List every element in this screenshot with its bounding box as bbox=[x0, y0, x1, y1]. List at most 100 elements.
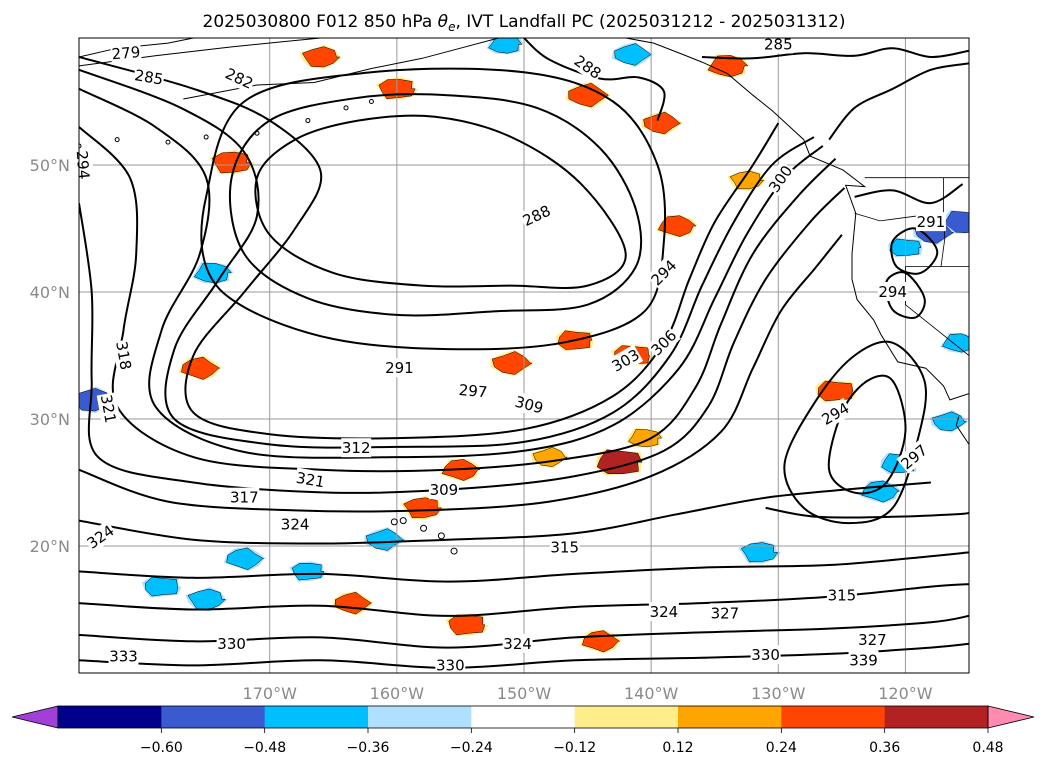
contour-label: 318 bbox=[112, 338, 136, 372]
colorbar-segment bbox=[678, 706, 782, 728]
shade-region bbox=[291, 563, 325, 581]
contour-label-text: 294 bbox=[878, 283, 907, 301]
colorbar-tick-label: 0.36 bbox=[869, 740, 900, 756]
contour-label-text: 324 bbox=[281, 515, 310, 533]
colorbar-tick-label: 0.48 bbox=[972, 740, 1003, 756]
contour-label: 285 bbox=[132, 64, 166, 89]
island bbox=[79, 143, 82, 149]
theta-subscript: e bbox=[448, 20, 455, 34]
latitude-tick-labels: 20°N 30°N 40°N 50°N bbox=[30, 156, 70, 556]
theta-e-contour bbox=[79, 583, 969, 617]
theta-e-contours bbox=[79, 38, 969, 669]
contour-label: 303 bbox=[607, 344, 644, 376]
island bbox=[399, 517, 407, 525]
contour-label: 291 bbox=[915, 212, 946, 232]
contour-label: 285 bbox=[763, 34, 794, 54]
colorbar-segment bbox=[574, 706, 679, 728]
contour-label-text: 315 bbox=[828, 587, 857, 605]
contour-label: 324 bbox=[280, 514, 311, 534]
contour-label: 315 bbox=[549, 537, 580, 557]
theta-e-contour bbox=[79, 551, 969, 583]
island bbox=[368, 99, 374, 104]
lat-tick-label: 20°N bbox=[30, 537, 70, 556]
theta-e-contour bbox=[229, 93, 643, 317]
contour-label-text: 330 bbox=[751, 646, 780, 664]
theta-e-contour bbox=[79, 68, 815, 449]
contour-label-text: 312 bbox=[342, 439, 371, 457]
shade-region bbox=[448, 614, 486, 636]
coastline bbox=[955, 416, 969, 445]
contour-label: 339 bbox=[848, 650, 879, 670]
contour-label-text: 333 bbox=[109, 648, 138, 666]
lat-tick-label: 40°N bbox=[30, 283, 70, 302]
contour-label-text: 327 bbox=[858, 631, 887, 649]
colorbar: −0.60 −0.48 −0.36 −0.24 −0.12 0.12 0.24 0.36 0.4… bbox=[11, 705, 1035, 756]
theta-e-contour bbox=[79, 56, 780, 440]
lat-tick-label: 50°N bbox=[30, 156, 70, 175]
shade-region bbox=[596, 449, 643, 475]
island bbox=[450, 547, 458, 555]
lat-tick-label: 30°N bbox=[30, 410, 70, 429]
theta-e-contour bbox=[200, 67, 667, 351]
contour-label-text: 315 bbox=[550, 538, 579, 556]
colorbar-tick-label: 0.12 bbox=[662, 740, 693, 756]
contour-label-text: 339 bbox=[849, 651, 878, 669]
shade-region bbox=[491, 351, 533, 375]
colorbar-segment bbox=[471, 706, 576, 728]
contour-label: 321 bbox=[96, 392, 121, 426]
shade-region bbox=[942, 211, 969, 234]
shade-region bbox=[657, 215, 697, 237]
shade-region bbox=[301, 46, 341, 68]
contour-label: 330 bbox=[750, 645, 781, 665]
contour-label-text: 309 bbox=[430, 481, 459, 499]
colorbar-extend-high bbox=[987, 705, 1035, 729]
shade-region bbox=[193, 263, 233, 284]
colorbar-frame bbox=[57, 705, 989, 729]
contour-label-text: 330 bbox=[436, 656, 465, 674]
shade-region bbox=[488, 38, 523, 54]
contour-label: 324 bbox=[502, 633, 533, 653]
chart-title: 2025030800 F012 850 hPa θe, IVT Landfall… bbox=[203, 12, 846, 34]
island bbox=[165, 139, 171, 145]
contour-label: 324 bbox=[648, 602, 679, 621]
theta-e-contour bbox=[765, 506, 969, 519]
shade-region bbox=[145, 576, 179, 597]
contour-label: 312 bbox=[341, 438, 372, 458]
theta-e-contour bbox=[701, 47, 969, 60]
contour-label-text: 318 bbox=[112, 340, 135, 371]
contour-label-text: 285 bbox=[133, 66, 164, 89]
contour-label: 327 bbox=[709, 603, 740, 623]
contour-label-text: 321 bbox=[97, 393, 120, 424]
contour-label-text: 324 bbox=[650, 603, 679, 621]
contour-label-text: 297 bbox=[458, 381, 488, 401]
theta-e-contour bbox=[79, 187, 846, 494]
shade-region bbox=[226, 547, 265, 570]
colorbar-tick-label: −0.36 bbox=[347, 740, 390, 756]
theta-e-contour bbox=[828, 62, 969, 141]
theta-e-contour bbox=[79, 126, 837, 473]
contour-label: 291 bbox=[384, 358, 415, 378]
shade-region bbox=[366, 528, 405, 551]
island bbox=[343, 105, 349, 111]
contour-label-text: 317 bbox=[230, 489, 259, 507]
theta-e-contour bbox=[523, 38, 666, 121]
lon-tick-label: 120°W bbox=[878, 684, 933, 703]
coastline bbox=[625, 38, 969, 401]
theta-symbol: θ bbox=[438, 12, 449, 32]
contour-label-text: 285 bbox=[764, 35, 793, 53]
theta-e-contour bbox=[884, 271, 926, 319]
contour-label: 330 bbox=[216, 633, 247, 653]
contour-label: 333 bbox=[108, 646, 139, 666]
contour-label-text: 330 bbox=[217, 635, 246, 653]
map-frame bbox=[78, 37, 970, 674]
contour-label-text: 279 bbox=[111, 43, 141, 63]
lon-tick-label: 160°W bbox=[370, 684, 425, 703]
theta-e-contour bbox=[254, 114, 627, 289]
shade-region bbox=[643, 111, 682, 135]
theta-e-contour bbox=[890, 227, 939, 275]
contour-label: 330 bbox=[435, 655, 466, 675]
state-border bbox=[905, 266, 969, 356]
colorbar-segment bbox=[58, 706, 162, 728]
contour-label-text: 321 bbox=[295, 469, 326, 492]
